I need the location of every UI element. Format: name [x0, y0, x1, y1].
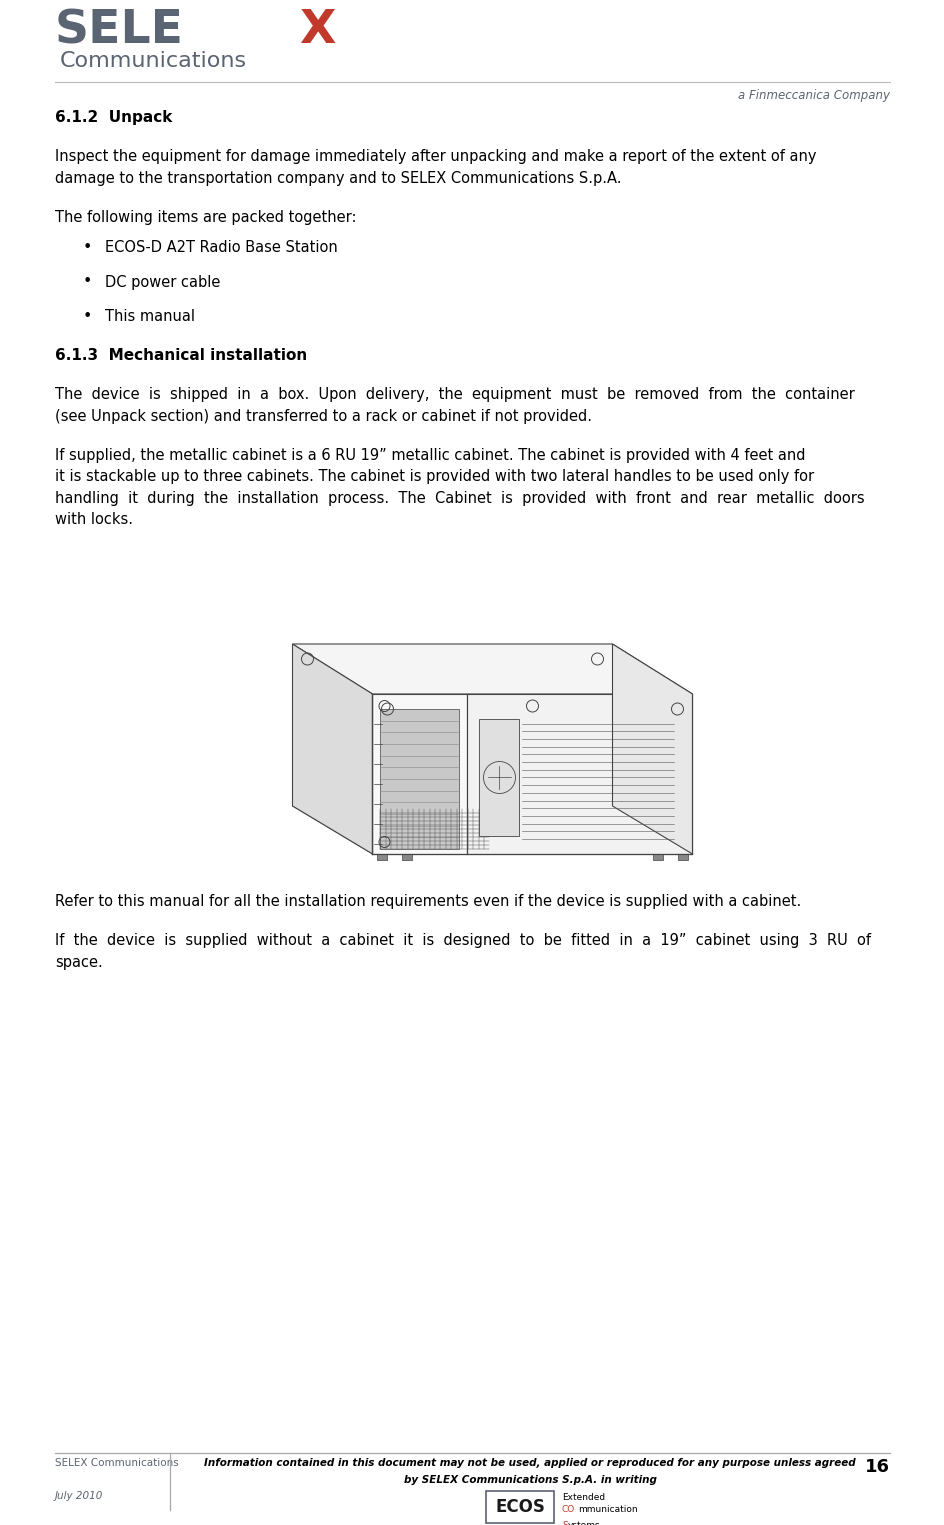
Text: •: •: [83, 310, 93, 323]
Text: DC power cable: DC power cable: [105, 274, 220, 290]
Bar: [380, 709, 459, 849]
Polygon shape: [372, 694, 467, 854]
Text: ECOS-D A2T Radio Base Station: ECOS-D A2T Radio Base Station: [105, 239, 337, 255]
Text: If supplied, the metallic cabinet is a 6 RU 19” metallic cabinet. The cabinet is: If supplied, the metallic cabinet is a 6…: [55, 448, 804, 464]
Text: The  device  is  shipped  in  a  box.  Upon  delivery,  the  equipment  must  be: The device is shipped in a box. Upon del…: [55, 387, 853, 403]
Bar: [651, 854, 662, 860]
Text: SELE: SELE: [55, 8, 184, 53]
Text: 6.1.2  Unpack: 6.1.2 Unpack: [55, 110, 172, 125]
Text: CO: CO: [562, 1505, 575, 1514]
Text: (see Unpack section) and transferred to a rack or cabinet if not provided.: (see Unpack section) and transferred to …: [55, 409, 591, 424]
Text: mmunication: mmunication: [578, 1505, 637, 1514]
Text: ystems: ystems: [567, 1520, 600, 1525]
Text: •: •: [83, 239, 93, 255]
Text: SELEX Communications: SELEX Communications: [55, 1458, 178, 1469]
Polygon shape: [467, 694, 692, 854]
Text: S: S: [562, 1520, 567, 1525]
Text: Refer to this manual for all the installation requirements even if the device is: Refer to this manual for all the install…: [55, 894, 801, 909]
Text: The following items are packed together:: The following items are packed together:: [55, 210, 356, 226]
Text: with locks.: with locks.: [55, 512, 133, 528]
Bar: [479, 718, 519, 836]
Polygon shape: [612, 644, 692, 854]
Text: Extended: Extended: [562, 1493, 604, 1502]
Text: handling  it  during  the  installation  process.  The  Cabinet  is  provided  w: handling it during the installation proc…: [55, 491, 864, 506]
Text: by SELEX Communications S.p.A. in writing: by SELEX Communications S.p.A. in writin…: [403, 1475, 656, 1485]
Text: a Finmeccanica Company: a Finmeccanica Company: [737, 88, 889, 102]
Text: space.: space.: [55, 955, 103, 970]
Polygon shape: [293, 644, 372, 854]
Polygon shape: [293, 644, 692, 694]
Text: 6.1.3  Mechanical installation: 6.1.3 Mechanical installation: [55, 348, 307, 363]
Text: July 2010: July 2010: [55, 1491, 103, 1501]
Text: Inspect the equipment for damage immediately after unpacking and make a report o: Inspect the equipment for damage immedia…: [55, 149, 816, 165]
Text: it is stackable up to three cabinets. The cabinet is provided with two lateral h: it is stackable up to three cabinets. Th…: [55, 470, 814, 485]
Bar: [402, 854, 413, 860]
Text: X: X: [298, 8, 335, 53]
Text: •: •: [83, 274, 93, 290]
Text: ECOS: ECOS: [495, 1498, 545, 1516]
Text: If  the  device  is  supplied  without  a  cabinet  it  is  designed  to  be  fi: If the device is supplied without a cabi…: [55, 933, 870, 949]
Text: Information contained in this document may not be used, applied or reproduced fo: Information contained in this document m…: [204, 1458, 855, 1469]
Text: Communications: Communications: [59, 50, 247, 72]
Text: 16: 16: [864, 1458, 889, 1476]
Text: damage to the transportation company and to SELEX Communications S.p.A.: damage to the transportation company and…: [55, 171, 621, 186]
Bar: [485, 1491, 553, 1523]
Text: This manual: This manual: [105, 310, 194, 323]
Bar: [677, 854, 687, 860]
Bar: [377, 854, 387, 860]
